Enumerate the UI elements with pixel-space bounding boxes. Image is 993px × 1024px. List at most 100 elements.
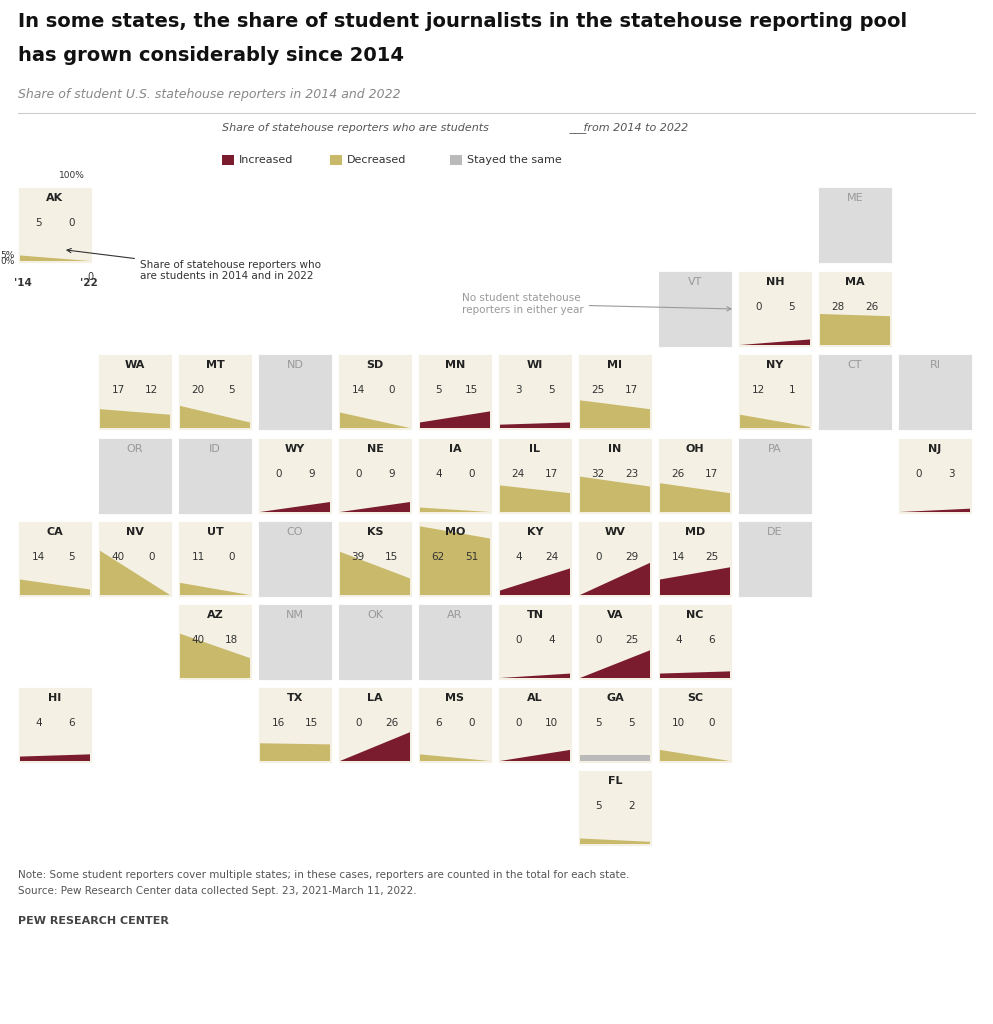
Polygon shape — [420, 755, 490, 761]
Bar — [97, 520, 173, 598]
Polygon shape — [100, 410, 170, 428]
Text: 0: 0 — [388, 385, 395, 395]
Text: 0: 0 — [469, 718, 475, 728]
Bar — [417, 603, 493, 681]
Text: 15: 15 — [385, 552, 398, 562]
Text: 0: 0 — [149, 552, 155, 562]
Text: HI: HI — [49, 693, 62, 703]
Polygon shape — [580, 756, 650, 761]
Bar — [817, 186, 893, 264]
Text: IL: IL — [529, 444, 540, 454]
Text: RI: RI — [929, 360, 940, 370]
Text: 0: 0 — [355, 469, 361, 479]
Bar — [257, 353, 333, 431]
Text: AZ: AZ — [207, 610, 223, 620]
Polygon shape — [660, 750, 730, 761]
Text: 26: 26 — [385, 718, 398, 728]
Text: MN: MN — [445, 360, 465, 370]
Polygon shape — [340, 502, 410, 512]
Text: LA: LA — [367, 693, 383, 703]
Text: 5: 5 — [629, 718, 636, 728]
Text: '22: '22 — [80, 278, 98, 288]
Text: 0: 0 — [595, 552, 602, 562]
Text: OR: OR — [127, 444, 143, 454]
Text: 5: 5 — [595, 801, 602, 811]
Text: MA: MA — [845, 278, 865, 287]
Text: '14: '14 — [14, 278, 32, 288]
Text: 39: 39 — [352, 552, 364, 562]
Text: NM: NM — [286, 610, 304, 620]
Bar — [497, 437, 573, 515]
Bar — [97, 353, 173, 431]
Text: FL: FL — [608, 776, 623, 786]
Text: KS: KS — [366, 527, 383, 537]
Text: 12: 12 — [145, 385, 158, 395]
Text: Share of statehouse reporters who are students: Share of statehouse reporters who are st… — [222, 123, 489, 133]
Polygon shape — [420, 508, 490, 512]
Bar — [577, 353, 653, 431]
Polygon shape — [20, 255, 90, 261]
Text: WV: WV — [605, 527, 626, 537]
Bar — [450, 155, 462, 165]
Polygon shape — [100, 551, 170, 595]
Text: NC: NC — [686, 610, 704, 620]
Text: 17: 17 — [545, 469, 558, 479]
Bar — [257, 437, 333, 515]
Polygon shape — [660, 567, 730, 595]
Polygon shape — [580, 563, 650, 595]
Text: NE: NE — [366, 444, 383, 454]
Bar — [897, 437, 973, 515]
Bar — [497, 686, 573, 764]
Bar — [337, 520, 413, 598]
Polygon shape — [580, 650, 650, 678]
Text: 0%: 0% — [1, 256, 15, 265]
Text: 26: 26 — [865, 302, 879, 312]
Text: 0: 0 — [595, 635, 602, 645]
Text: Share of statehouse reporters who
are students in 2014 and in 2022: Share of statehouse reporters who are st… — [67, 249, 321, 282]
Text: 0: 0 — [469, 469, 475, 479]
Polygon shape — [740, 340, 810, 345]
Polygon shape — [900, 509, 970, 512]
Text: OH: OH — [686, 444, 704, 454]
Text: 16: 16 — [272, 718, 285, 728]
Text: MD: MD — [685, 527, 705, 537]
Polygon shape — [500, 750, 570, 761]
Polygon shape — [20, 580, 90, 595]
Text: 14: 14 — [32, 552, 45, 562]
Text: 5: 5 — [435, 385, 442, 395]
Text: CT: CT — [848, 360, 862, 370]
Text: 24: 24 — [545, 552, 558, 562]
Bar — [817, 270, 893, 348]
Text: DE: DE — [768, 527, 782, 537]
Text: 23: 23 — [626, 469, 638, 479]
Text: NY: NY — [767, 360, 783, 370]
Bar — [17, 186, 93, 264]
Text: 9: 9 — [388, 469, 395, 479]
Text: 12: 12 — [752, 385, 765, 395]
Text: NV: NV — [126, 527, 144, 537]
Text: 100%: 100% — [59, 171, 84, 180]
Text: ND: ND — [287, 360, 304, 370]
Text: TN: TN — [526, 610, 543, 620]
Text: 10: 10 — [671, 718, 685, 728]
Bar — [417, 437, 493, 515]
Text: 0: 0 — [915, 469, 922, 479]
Bar — [17, 520, 93, 598]
Text: 4: 4 — [435, 469, 442, 479]
Bar — [337, 603, 413, 681]
Text: SC: SC — [687, 693, 703, 703]
Polygon shape — [340, 552, 410, 595]
Bar — [417, 686, 493, 764]
Text: SD: SD — [366, 360, 383, 370]
Text: 15: 15 — [465, 385, 479, 395]
Text: 25: 25 — [626, 635, 638, 645]
Text: 20: 20 — [192, 385, 205, 395]
Bar — [257, 520, 333, 598]
Polygon shape — [180, 406, 250, 428]
Bar — [657, 603, 733, 681]
Bar — [97, 437, 173, 515]
Bar — [417, 520, 493, 598]
Polygon shape — [180, 583, 250, 595]
Bar — [657, 437, 733, 515]
Bar — [497, 520, 573, 598]
